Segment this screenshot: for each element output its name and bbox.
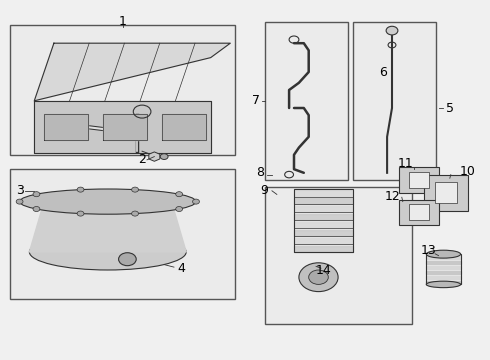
Polygon shape	[294, 238, 353, 244]
Circle shape	[176, 192, 183, 197]
Text: 10: 10	[460, 165, 476, 177]
Text: 8: 8	[257, 166, 265, 179]
Circle shape	[299, 263, 338, 292]
Bar	[294, 189, 353, 252]
Text: 3: 3	[16, 184, 24, 197]
Text: 4: 4	[177, 262, 185, 275]
Circle shape	[386, 26, 398, 35]
Polygon shape	[426, 256, 461, 259]
Polygon shape	[103, 114, 147, 140]
FancyBboxPatch shape	[399, 200, 439, 225]
FancyBboxPatch shape	[399, 167, 439, 193]
Circle shape	[309, 270, 328, 284]
Circle shape	[132, 211, 139, 216]
FancyBboxPatch shape	[435, 182, 457, 203]
FancyBboxPatch shape	[424, 175, 468, 211]
Polygon shape	[29, 202, 186, 252]
Text: 2: 2	[138, 153, 146, 166]
Bar	[426, 254, 461, 284]
Polygon shape	[34, 43, 230, 101]
FancyBboxPatch shape	[10, 25, 235, 155]
Circle shape	[33, 192, 40, 197]
Polygon shape	[294, 206, 353, 212]
Polygon shape	[294, 246, 353, 252]
Ellipse shape	[29, 234, 186, 270]
Polygon shape	[294, 222, 353, 228]
Text: 7: 7	[252, 94, 260, 107]
Text: 12: 12	[385, 190, 401, 203]
Circle shape	[132, 187, 139, 192]
Circle shape	[77, 211, 84, 216]
Polygon shape	[426, 261, 461, 264]
Polygon shape	[162, 114, 206, 140]
Polygon shape	[294, 198, 353, 204]
Polygon shape	[294, 230, 353, 236]
FancyBboxPatch shape	[265, 187, 412, 324]
Polygon shape	[294, 214, 353, 220]
FancyBboxPatch shape	[10, 169, 235, 299]
Polygon shape	[426, 271, 461, 274]
Ellipse shape	[20, 189, 196, 214]
Polygon shape	[426, 266, 461, 269]
FancyBboxPatch shape	[265, 22, 348, 180]
Circle shape	[119, 253, 136, 266]
Circle shape	[77, 187, 84, 192]
Circle shape	[33, 207, 40, 212]
Text: 13: 13	[421, 244, 437, 257]
Polygon shape	[426, 276, 461, 279]
Text: 6: 6	[379, 66, 387, 78]
Text: 11: 11	[398, 157, 414, 170]
Circle shape	[16, 199, 23, 204]
FancyBboxPatch shape	[409, 172, 429, 188]
Circle shape	[176, 207, 183, 212]
Text: 5: 5	[446, 102, 454, 114]
Polygon shape	[34, 101, 211, 153]
Polygon shape	[294, 190, 353, 197]
Ellipse shape	[426, 250, 461, 258]
FancyBboxPatch shape	[409, 204, 429, 220]
Text: 9: 9	[261, 184, 269, 197]
Circle shape	[160, 154, 168, 159]
Text: 1: 1	[119, 15, 126, 28]
Text: 14: 14	[316, 264, 331, 276]
Polygon shape	[44, 114, 88, 140]
Circle shape	[193, 199, 199, 204]
Polygon shape	[426, 281, 461, 284]
Ellipse shape	[426, 281, 461, 288]
FancyBboxPatch shape	[353, 22, 436, 180]
